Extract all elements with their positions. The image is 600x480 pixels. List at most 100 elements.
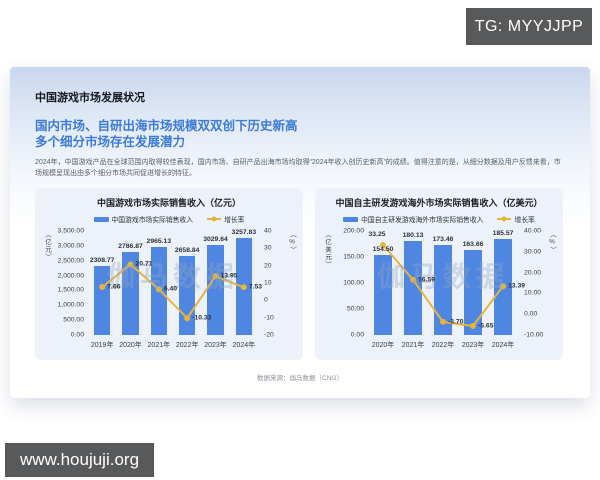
axis-tick-label: -10.00 [524, 331, 544, 339]
line-value-label: -3.70 [448, 318, 464, 326]
line-swatch-icon [207, 216, 222, 222]
line-point [155, 286, 162, 293]
axis-tick-label: 50.00 [346, 305, 364, 313]
bar-value-label: 2786.87 [118, 243, 143, 251]
line-value-label: -5.65 [478, 322, 494, 330]
right-axis-ticks: 40.00 30.00 20.00 10.00 0.00 -10.00 [518, 227, 546, 339]
charts-row: 中国游戏市场实际销售收入（亿元） 中国游戏市场实际销售收入 增长率 （亿元） 3,500… [35, 188, 565, 360]
axis-tick-label: 40 [264, 227, 272, 235]
bar [374, 254, 392, 335]
x-axis-category-label: 2022年 [175, 342, 199, 349]
x-axis-category-label: 2024年 [232, 342, 256, 349]
right-axis-caption: （%） [548, 231, 556, 254]
bar-swatch-icon [93, 216, 109, 222]
chart-overseas-market: 中国自主研发游戏海外市场实际销售收入（亿美元） 中国自主研发游戏海外市场实际销售收… [315, 188, 563, 360]
axis-tick-label: 2,000.00 [57, 272, 84, 280]
axis-tick-label: 1,500.00 [57, 286, 84, 294]
line-point [410, 276, 416, 283]
bar-value-label: 3257.83 [231, 229, 257, 237]
line-swatch-icon [497, 216, 512, 222]
axis-tick-label: 0.00 [524, 310, 538, 318]
bar [404, 241, 422, 335]
axis-tick-label: 3,000.00 [57, 242, 84, 250]
page-title: 中国游戏市场发展状况 [35, 92, 145, 104]
bar-value-label: 2965.13 [146, 237, 172, 245]
line-value-label: 13.39 [508, 282, 526, 290]
axis-tick-label: 500.00 [63, 316, 84, 324]
axis-tick-label: 10.00 [524, 289, 542, 297]
bar [207, 244, 224, 335]
tg-watermark-text: TG: MYYJJPP [474, 17, 584, 35]
bar-value-label: 163.66 [462, 240, 484, 248]
axis-tick-label: 3,500.00 [57, 227, 84, 235]
axis-tick-label: -20 [264, 331, 274, 339]
watermark-text: 伽马数据 [106, 260, 240, 292]
bar [122, 252, 139, 335]
report-headline: 国内市场、自研出海市场规模双双创下历史新高 多个细分市场存在发展潜力 [35, 118, 565, 150]
bar-value-label: 154.50 [372, 245, 394, 253]
report-paragraph: 2024年，中国游戏产品在全球范围内取得较佳表现，国内市场、自研产品出海市场均取… [35, 159, 561, 177]
left-axis-caption: （亿元） [43, 231, 51, 261]
right-axis-ticks: 40 30 20 10 0 -10 -20 [258, 227, 286, 339]
axis-tick-label: 20 [264, 262, 272, 270]
left-axis-ticks: 200.00 150.00 100.00 50.00 0.00 [332, 227, 368, 339]
axis-tick-label: -10 [264, 314, 274, 322]
axis-tick-label: 100.00 [343, 279, 364, 287]
plot-area: 2308.77 2019年 2786.87 2020年 2965.13 2021年 2658… [88, 229, 262, 349]
bar [464, 249, 482, 335]
axis-tick-label: 2,500.00 [57, 257, 84, 265]
headline-line-2: 多个细分市场存在发展潜力 [35, 135, 186, 149]
line-swatch-dot-icon [501, 216, 507, 222]
line-value-label: 16.59 [418, 276, 436, 284]
tg-watermark-badge: TG: MYYJJPP [466, 8, 592, 45]
left-axis-caption: （亿美元） [323, 231, 331, 269]
chart-domestic-market: 中国游戏市场实际销售收入（亿元） 中国游戏市场实际销售收入 增长率 （亿元） 3,500… [35, 188, 303, 360]
chart-title: 中国游戏市场实际销售收入（亿元） [96, 198, 241, 208]
line-value-label: 7.66 [107, 283, 121, 291]
axis-tick-label: 0 [264, 296, 268, 304]
url-watermark-text: www.houjuji.org [19, 450, 140, 469]
bar-value-label: 2308.77 [89, 257, 115, 265]
x-axis-category-label: 2020年 [371, 342, 395, 349]
chart-legend: 中国自主研发游戏海外市场实际销售收入 增长率 [321, 214, 557, 224]
chart-title: 中国自主研发游戏海外市场实际销售收入（亿美元） [335, 198, 543, 208]
chart-body: （亿美元） 200.00 150.00 100.00 50.00 0.00 154.50 20… [321, 227, 557, 350]
axis-tick-label: 40.00 [524, 227, 542, 235]
line-point [500, 283, 506, 290]
right-axis-caption: （%） [288, 231, 296, 254]
line-point [212, 273, 219, 280]
line-point [127, 261, 134, 268]
x-axis-category-label: 2021年 [147, 342, 171, 349]
axis-tick-label: 150.00 [343, 253, 364, 261]
line-path [101, 263, 245, 320]
axis-tick-label: 20.00 [524, 269, 542, 277]
bar-value-label: 180.13 [402, 232, 424, 240]
bar-value-label: 185.57 [492, 229, 514, 237]
growth-rate-line [99, 261, 247, 322]
line-value-label: 20.71 [135, 260, 153, 268]
axis-tick-label: 0.00 [70, 331, 84, 339]
line-point [184, 315, 191, 322]
legend-item-bar: 中国自主研发游戏海外市场实际销售收入 [343, 214, 483, 224]
x-axis-category-label: 2021年 [401, 342, 425, 349]
axis-tick-label: 30 [264, 244, 272, 252]
headline-line-1: 国内市场、自研出海市场规模双双创下历史新高 [35, 119, 298, 133]
line-swatch-dot-icon [211, 216, 217, 222]
x-axis-category-label: 2020年 [119, 342, 142, 349]
axis-tick-label: 10 [264, 279, 272, 287]
x-axis-category-label: 2024年 [491, 342, 515, 349]
x-axis-category-label: 2023年 [204, 342, 227, 349]
axis-tick-label: 200.00 [343, 227, 364, 235]
line-point [99, 284, 106, 291]
line-value-label: 7.53 [248, 283, 263, 291]
bar [434, 244, 452, 335]
data-source-note: 数据来源：伽马数据（CNG） [257, 375, 343, 382]
line-value-label: 13.95 [220, 272, 238, 280]
legend-label-bar: 中国游戏市场实际销售收入 [111, 217, 194, 224]
plot-area: 154.50 2020年 180.13 2021年 173.46 2022年 163.66 2… [368, 229, 525, 349]
growth-rate-line [380, 242, 506, 329]
left-axis-ticks: 3,500.00 3,000.00 2,500.00 2,000.00 1,500.00… [52, 227, 88, 339]
chart-body: （亿元） 3,500.00 3,000.00 2,500.00 2,000.00 1,50… [41, 227, 297, 350]
axis-tick-label: 1,000.00 [57, 301, 84, 309]
